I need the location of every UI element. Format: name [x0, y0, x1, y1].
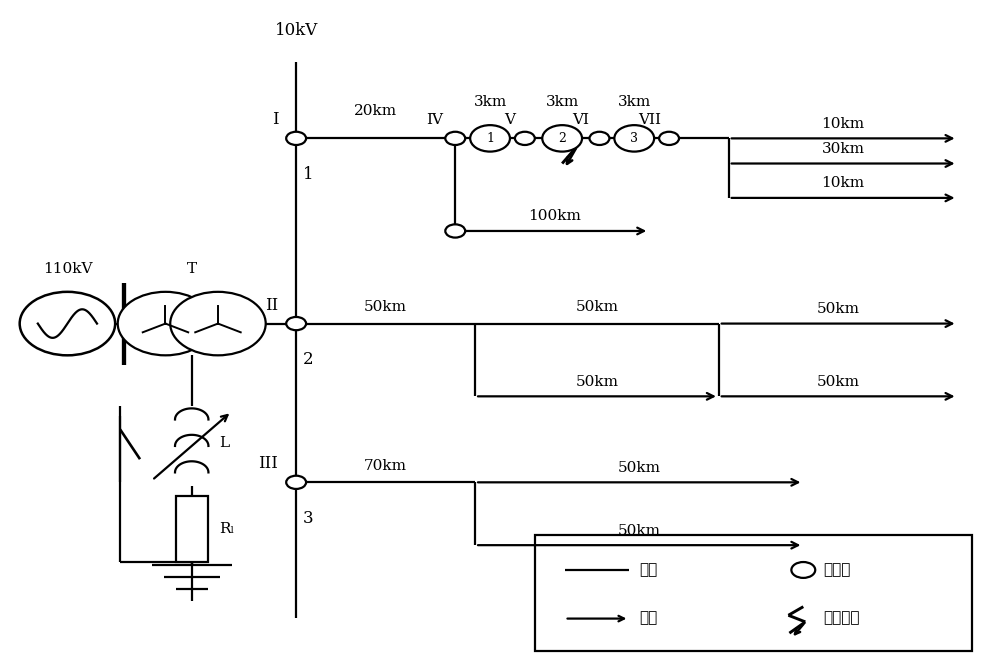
Text: 2: 2 [558, 132, 566, 145]
Text: 负荷: 负荷 [639, 612, 657, 626]
Text: I: I [272, 111, 278, 128]
Text: 110kV: 110kV [43, 261, 92, 275]
Text: 30km: 30km [822, 142, 865, 156]
FancyBboxPatch shape [535, 535, 972, 651]
Text: 10km: 10km [822, 176, 865, 190]
Circle shape [286, 476, 306, 489]
Text: 70km: 70km [364, 459, 407, 473]
FancyBboxPatch shape [176, 496, 208, 562]
Text: 20km: 20km [354, 103, 397, 117]
Circle shape [286, 132, 306, 145]
Text: 50km: 50km [618, 524, 661, 538]
Circle shape [515, 132, 535, 145]
Text: 50km: 50km [364, 300, 407, 314]
Circle shape [791, 562, 815, 578]
Circle shape [170, 292, 266, 356]
Circle shape [470, 125, 510, 151]
Circle shape [445, 132, 465, 145]
Text: Rₗ: Rₗ [220, 522, 235, 536]
Text: 50km: 50km [817, 375, 860, 389]
Text: 2: 2 [303, 352, 313, 368]
Text: 故障位置: 故障位置 [823, 612, 860, 626]
Text: IV: IV [426, 113, 443, 127]
Text: 3km: 3km [473, 95, 507, 109]
Text: L: L [220, 436, 230, 450]
Text: 3: 3 [630, 132, 638, 145]
Text: 3km: 3km [618, 95, 651, 109]
Circle shape [614, 125, 654, 151]
Circle shape [659, 132, 679, 145]
Text: 检测点: 检测点 [823, 563, 851, 577]
Text: T: T [187, 261, 197, 275]
Text: 50km: 50km [575, 375, 618, 389]
Text: II: II [265, 297, 278, 313]
Circle shape [542, 125, 582, 151]
Text: III: III [258, 456, 278, 472]
Text: 1: 1 [486, 132, 494, 145]
Text: VII: VII [638, 113, 661, 127]
Text: 线路: 线路 [639, 563, 657, 577]
Text: 10kV: 10kV [275, 22, 318, 39]
Text: 100km: 100km [528, 209, 581, 223]
Text: 3km: 3km [546, 95, 579, 109]
Text: 1: 1 [303, 166, 313, 183]
Text: 50km: 50km [817, 302, 860, 316]
Text: 50km: 50km [618, 461, 661, 475]
Text: 3: 3 [303, 510, 313, 527]
Circle shape [445, 224, 465, 237]
Text: 10km: 10km [822, 117, 865, 131]
Text: V: V [504, 113, 515, 127]
Circle shape [118, 292, 213, 356]
Text: VI: VI [572, 113, 590, 127]
Text: 50km: 50km [575, 300, 618, 314]
Circle shape [590, 132, 609, 145]
Circle shape [286, 317, 306, 330]
